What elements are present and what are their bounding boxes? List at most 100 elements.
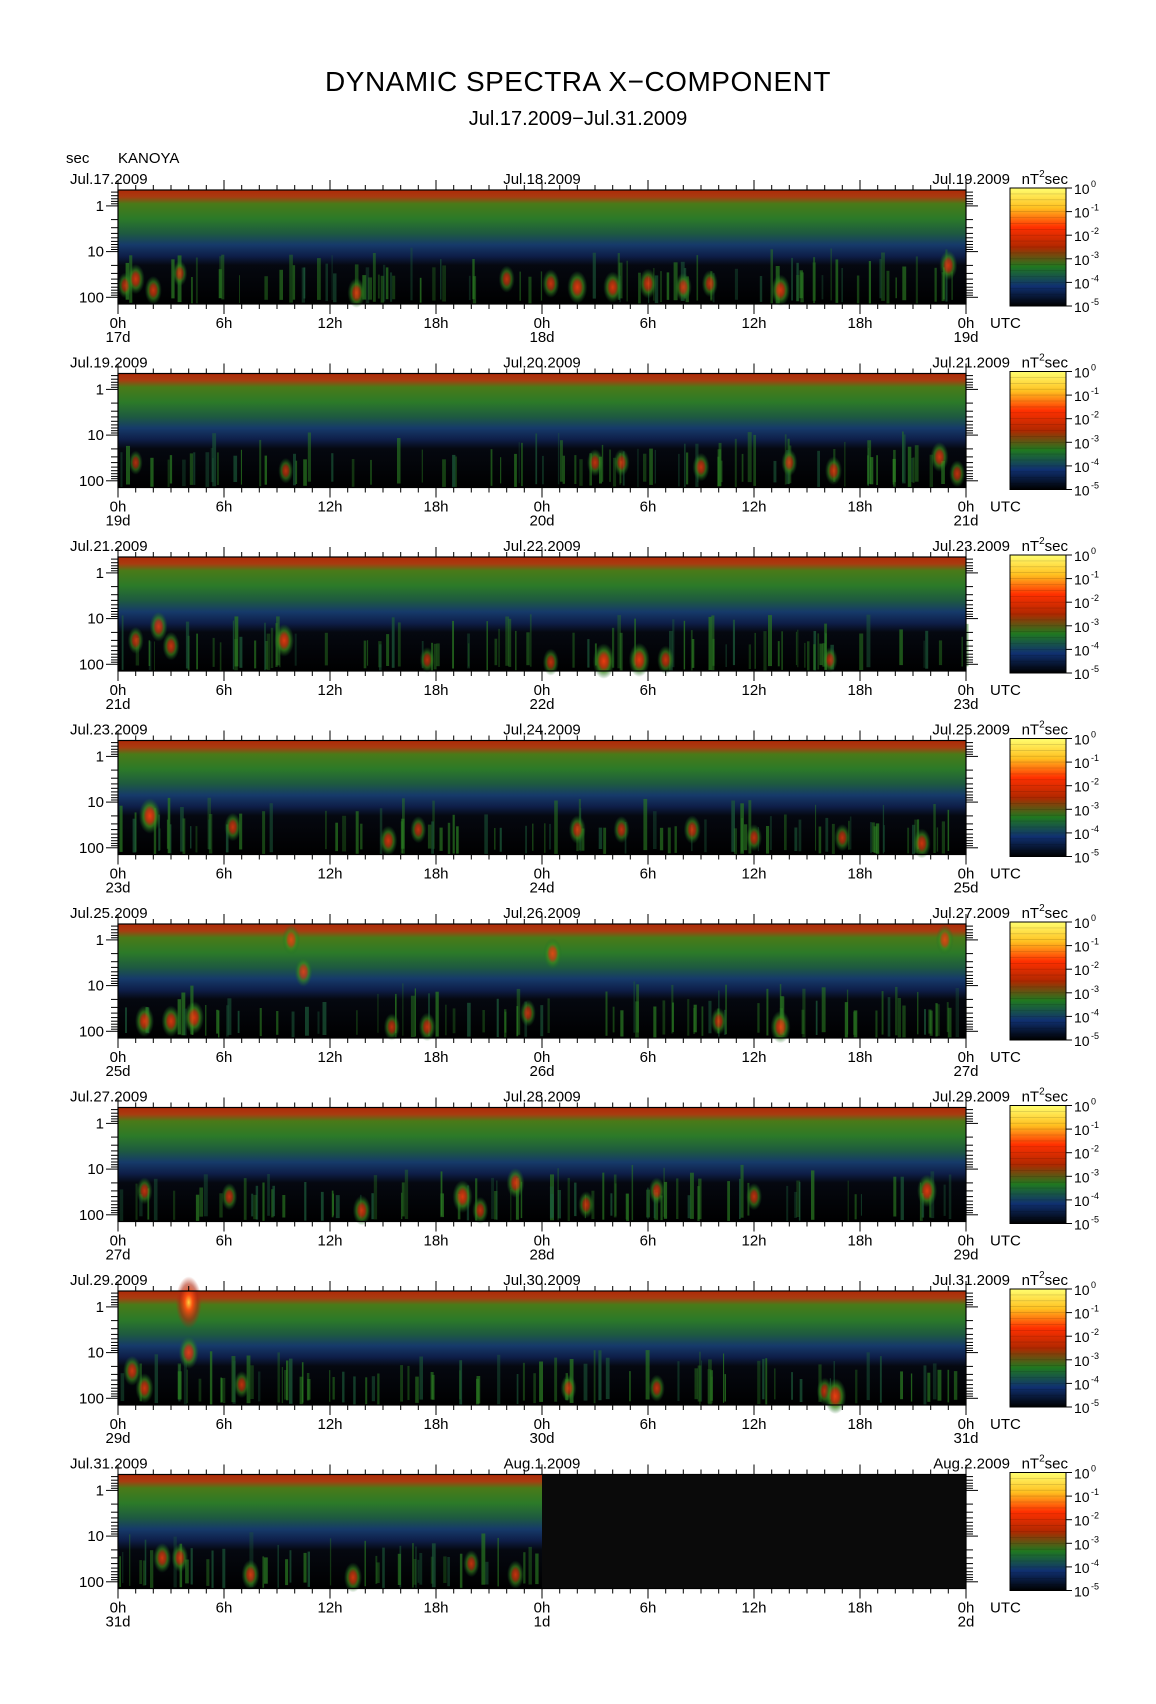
spectral-streak: [407, 1365, 410, 1400]
x-tick-label: 18h: [847, 499, 872, 516]
spectral-streak: [915, 256, 918, 304]
spectral-streak: [195, 257, 198, 304]
spectral-streak: [802, 988, 806, 1038]
day-label: 1d: [534, 1614, 551, 1631]
spectral-streak: [225, 824, 229, 853]
colorbar-tick-label: 10: [1074, 986, 1090, 1002]
spectral-streak: [363, 640, 367, 669]
utc-label: UTC: [990, 682, 1021, 699]
panel-mid-date: Jul.18.2009: [503, 171, 581, 188]
spectral-streak: [289, 254, 293, 303]
spectral-streak: [893, 449, 896, 487]
spectral-streak: [704, 819, 707, 853]
x-tick-label: 6h: [216, 1233, 233, 1250]
colorbar-tick-exponent: -4: [1091, 640, 1099, 650]
spectral-streak: [497, 1537, 499, 1587]
spectral-streak: [813, 644, 816, 670]
spectral-streak: [663, 1181, 668, 1219]
spectral-streak: [119, 1556, 121, 1587]
spectral-streak: [282, 1195, 286, 1218]
spectral-streak: [139, 1194, 143, 1217]
spectral-streak: [943, 1184, 946, 1216]
spectral-streak: [854, 1194, 857, 1220]
colorbar-tick-label: 10: [1074, 1489, 1090, 1505]
spectral-streak: [342, 815, 347, 852]
spectral-streak: [598, 827, 603, 849]
spectral-streak: [614, 1183, 617, 1216]
spectral-streak: [660, 271, 662, 303]
spectral-streak: [821, 275, 824, 300]
spectral-streak: [129, 1534, 131, 1586]
colorbar-tick-label: 10: [1074, 1466, 1090, 1482]
colorbar: [1009, 1105, 1067, 1224]
colorbar-unit-label: nT2sec: [1022, 169, 1069, 188]
spectral-event: [683, 815, 701, 844]
spectral-event: [746, 1183, 762, 1211]
spectral-streak: [427, 824, 432, 849]
spectral-streak: [866, 614, 871, 668]
spectral-streak: [941, 272, 945, 302]
spectral-streak: [452, 454, 456, 488]
spectral-streak: [830, 248, 832, 301]
colorbar-tick-label: 10: [1074, 850, 1090, 866]
spectral-event: [178, 1336, 199, 1369]
colorbar: [1009, 187, 1067, 307]
spectral-event: [701, 270, 718, 298]
spectral-streak: [796, 275, 800, 302]
colorbar-unit-label: nT2sec: [1022, 353, 1069, 372]
panel-mid-date: Jul.20.2009: [503, 355, 581, 372]
panel-mid-date: Jul.22.2009: [503, 538, 581, 555]
spectral-streak: [419, 1356, 423, 1400]
spectral-streak: [159, 828, 161, 851]
panel-end-date: Jul.27.2009: [932, 905, 1010, 922]
colorbar: [1009, 1288, 1067, 1408]
x-tick-label: 6h: [640, 315, 657, 332]
y-tick-label: 1: [96, 1482, 104, 1499]
spectral-event: [822, 647, 838, 673]
x-tick-label: 0h: [958, 315, 975, 332]
y-tick-label: 100: [79, 656, 104, 673]
spectral-streak: [291, 1011, 295, 1038]
spectral-streak: [371, 1376, 375, 1402]
spectral-streak: [769, 816, 772, 850]
y-tick-label: 1: [96, 565, 104, 582]
spectral-event: [935, 924, 954, 955]
x-tick-label: 18h: [847, 1416, 872, 1433]
spectral-streak: [774, 1368, 776, 1400]
spectral-streak: [796, 262, 799, 302]
spectral-streak: [557, 432, 560, 485]
spectral-streak: [510, 1188, 512, 1221]
spectral-streak: [401, 1182, 405, 1217]
spectral-streak: [710, 1370, 713, 1401]
spectral-streak: [189, 453, 193, 485]
day-label: 21d: [105, 696, 130, 713]
x-tick-label: 12h: [741, 315, 766, 332]
spectral-streak: [390, 272, 393, 302]
spectral-streak: [708, 1359, 712, 1405]
spectral-streak: [218, 269, 222, 299]
spectral-streak: [412, 1543, 414, 1588]
spectral-event: [352, 1195, 371, 1226]
spectral-streak: [557, 1190, 561, 1219]
spectral-streak: [734, 438, 737, 488]
spectral-streak: [167, 797, 171, 854]
spectral-streak: [518, 442, 520, 484]
spectral-streak: [203, 1174, 208, 1217]
x-tick-label: 0h: [534, 1416, 551, 1433]
spectral-streak: [933, 804, 936, 853]
spectral-streak: [430, 1372, 434, 1400]
spectral-streak: [167, 459, 170, 488]
y-tick-label: 100: [79, 1390, 104, 1407]
spectral-streak: [153, 1178, 158, 1221]
spectral-streak: [723, 1353, 725, 1403]
x-tick-label: 6h: [640, 866, 657, 883]
spectral-streak: [120, 452, 123, 487]
spectral-event: [452, 1180, 473, 1213]
spectral-streak: [342, 1371, 345, 1403]
spectral-streak: [701, 1006, 704, 1036]
spectral-streak: [482, 1010, 485, 1033]
spectral-streak: [377, 274, 380, 299]
spectral-event: [175, 1276, 202, 1329]
x-tick-label: 0h: [110, 866, 127, 883]
x-tick-label: 6h: [216, 1600, 233, 1617]
